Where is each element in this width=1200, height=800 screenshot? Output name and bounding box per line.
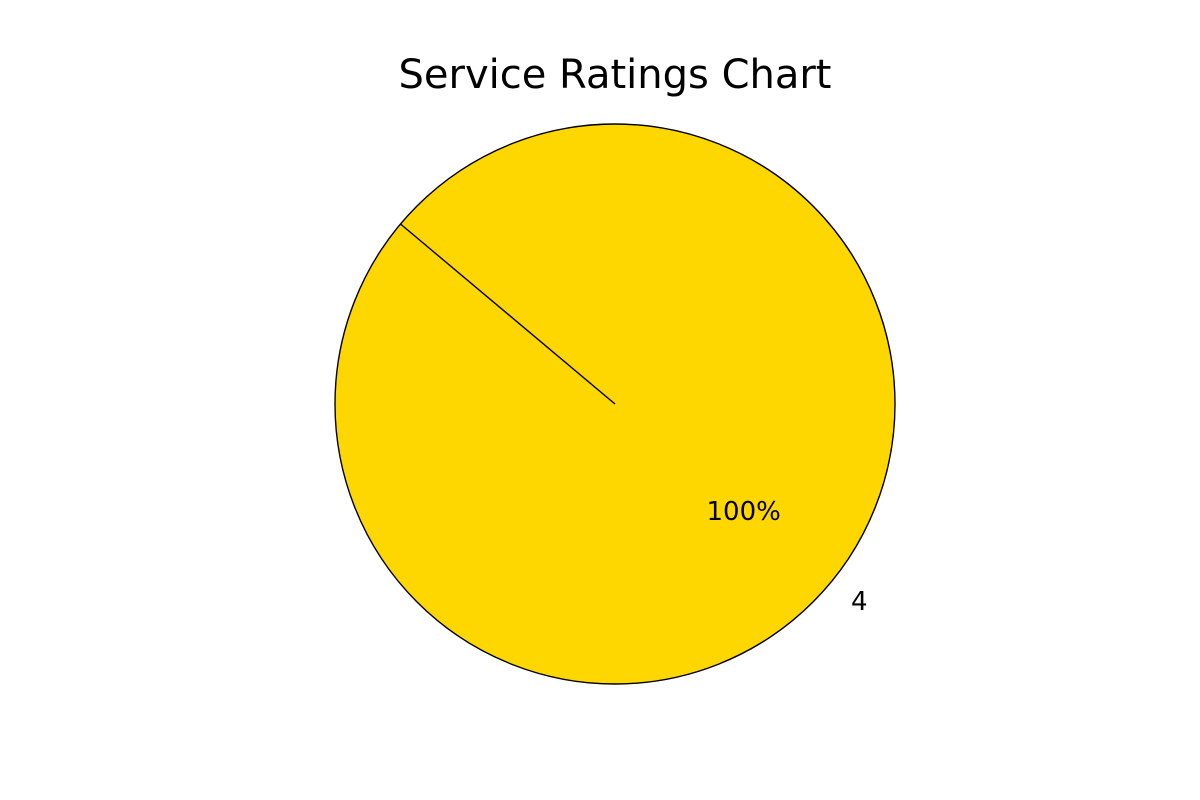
pie-labels: 100% 4 xyxy=(707,497,868,617)
pie-slices xyxy=(334,123,896,685)
pie-slice-edge xyxy=(400,223,616,405)
pie-category-label: 4 xyxy=(851,587,868,617)
pie-percent-label: 100% xyxy=(707,497,781,527)
chart-title: Service Ratings Chart xyxy=(399,52,832,98)
